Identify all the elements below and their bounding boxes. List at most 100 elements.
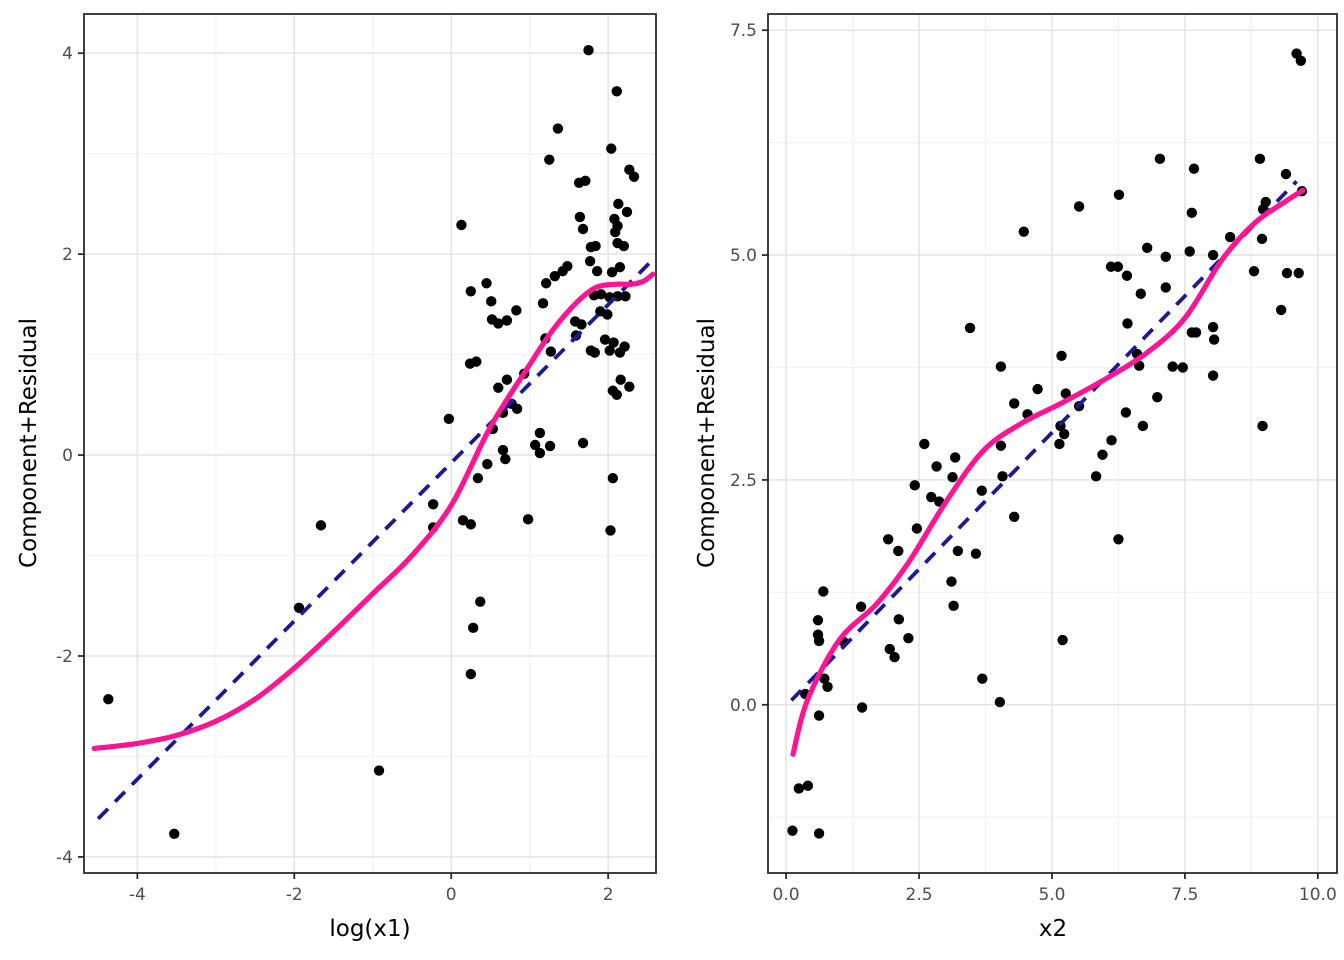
scatter-point [882,534,894,545]
scatter-point [1160,282,1171,293]
scatter-point [577,437,589,449]
scatter-point [1056,350,1067,362]
left-plot-area: -4 -2 0 2 -4 -2 0 2 4 [56,13,657,905]
scatter-point [997,471,1008,482]
scatter-point [819,673,830,684]
scatter-point [576,319,587,330]
scatter-point [493,318,504,329]
scatter-point [1073,201,1085,212]
loess-smooth-line [91,271,656,752]
scatter-point [511,403,523,415]
scatter-point [1032,383,1043,395]
linear-fit-line [96,259,653,821]
scatter-point [952,545,964,557]
scatter-point [501,374,513,385]
scatter-point [467,622,479,634]
scatter-point [1256,233,1268,245]
y-tick-label: 0.0 [730,696,757,716]
scatter-point [893,614,905,625]
scatter-point [1057,634,1068,646]
scatter-point [1018,226,1029,237]
scatter-point [511,305,522,316]
scatter-point [1167,361,1178,372]
scatter-point [1207,370,1219,381]
y-tick-label: -2 [56,647,73,667]
scatter-point [589,347,600,358]
scatter-point [602,309,613,320]
scatter-point [1254,153,1266,165]
scatter-point [1009,398,1020,409]
scatter-point [599,334,611,345]
scatter-point [1060,388,1071,399]
scatter-point [1113,189,1125,200]
y-tick-label: 4 [62,44,73,64]
scatter-point [585,241,597,253]
scatter-point [595,289,607,300]
scatter-point [889,651,900,663]
left-panel-figure: -4 -2 0 2 -4 -2 0 2 4 log(x1) Component+Residual [16,13,657,942]
scatter-point [1190,327,1202,338]
scatter-point [537,298,549,309]
scatter-point [1224,231,1236,243]
left-plot-svg: -4 -2 0 2 -4 -2 0 2 4 log(x1) Component+Residual [16,13,657,942]
scatter-point [557,265,568,277]
x-tick-label: 0 [446,885,457,905]
scatter-point [893,545,904,557]
right-plot-area: 0.0 2.5 5.0 7.5 10.0 0.0 2.5 5.0 7.5 [730,13,1338,905]
scatter-point [482,458,493,470]
x-tick-label: 7.5 [1171,885,1198,905]
scatter-point [500,453,511,465]
scatter-point [611,389,622,400]
scatter-point [1112,261,1124,272]
scatter-point [540,278,552,289]
scatter-point [501,315,513,326]
scatter-point [529,439,541,451]
scatter-point [465,668,477,680]
scatter-point [604,345,615,356]
scatter-point [486,296,497,307]
scatter-point [574,211,586,223]
scatter-point [813,828,825,839]
scatter-point [812,615,824,626]
scatter-point [1141,242,1153,254]
scatter-point [793,783,805,794]
scatter-point [464,358,476,369]
right-plot-svg: 0.0 2.5 5.0 7.5 10.0 0.0 2.5 5.0 7.5 x2 Componen… [694,13,1338,942]
x-tick-label: 2.5 [906,885,933,905]
scatter-point [946,576,957,587]
scatter-point [1207,249,1219,261]
scatter-point [855,601,867,612]
scatter-point [931,461,942,472]
scatter-point [624,381,635,392]
scatter-point [1177,362,1188,373]
scatter-point [573,177,585,188]
scatter-point [534,447,546,459]
scatter-point [909,480,920,491]
scatter-point [1113,534,1124,545]
scatter-point [1058,428,1070,440]
scatter-point [822,681,833,693]
scatter-point [608,337,619,348]
scatter-point [1160,251,1171,263]
scatter-point [497,444,509,456]
scatter-point [1121,270,1133,281]
x-axis-title-right: x2 [1039,916,1067,942]
scatter-point [544,154,555,165]
scatter-point [611,86,622,97]
scatter-point [1257,420,1268,432]
scatter-point [293,602,305,613]
scatter-point [373,765,385,776]
scatter-point [613,198,624,210]
panel-background [84,14,656,873]
scatter-point [1135,288,1146,299]
scatter-point [1208,334,1220,345]
panel-border [83,13,657,874]
scatter-point [315,520,327,531]
x-tick-label: 5.0 [1038,885,1065,905]
scatter-point [591,265,603,277]
y-tick-label: -4 [56,848,73,868]
scatter-point [606,267,618,278]
scatter-point [1097,449,1108,460]
scatter-point [947,472,958,483]
